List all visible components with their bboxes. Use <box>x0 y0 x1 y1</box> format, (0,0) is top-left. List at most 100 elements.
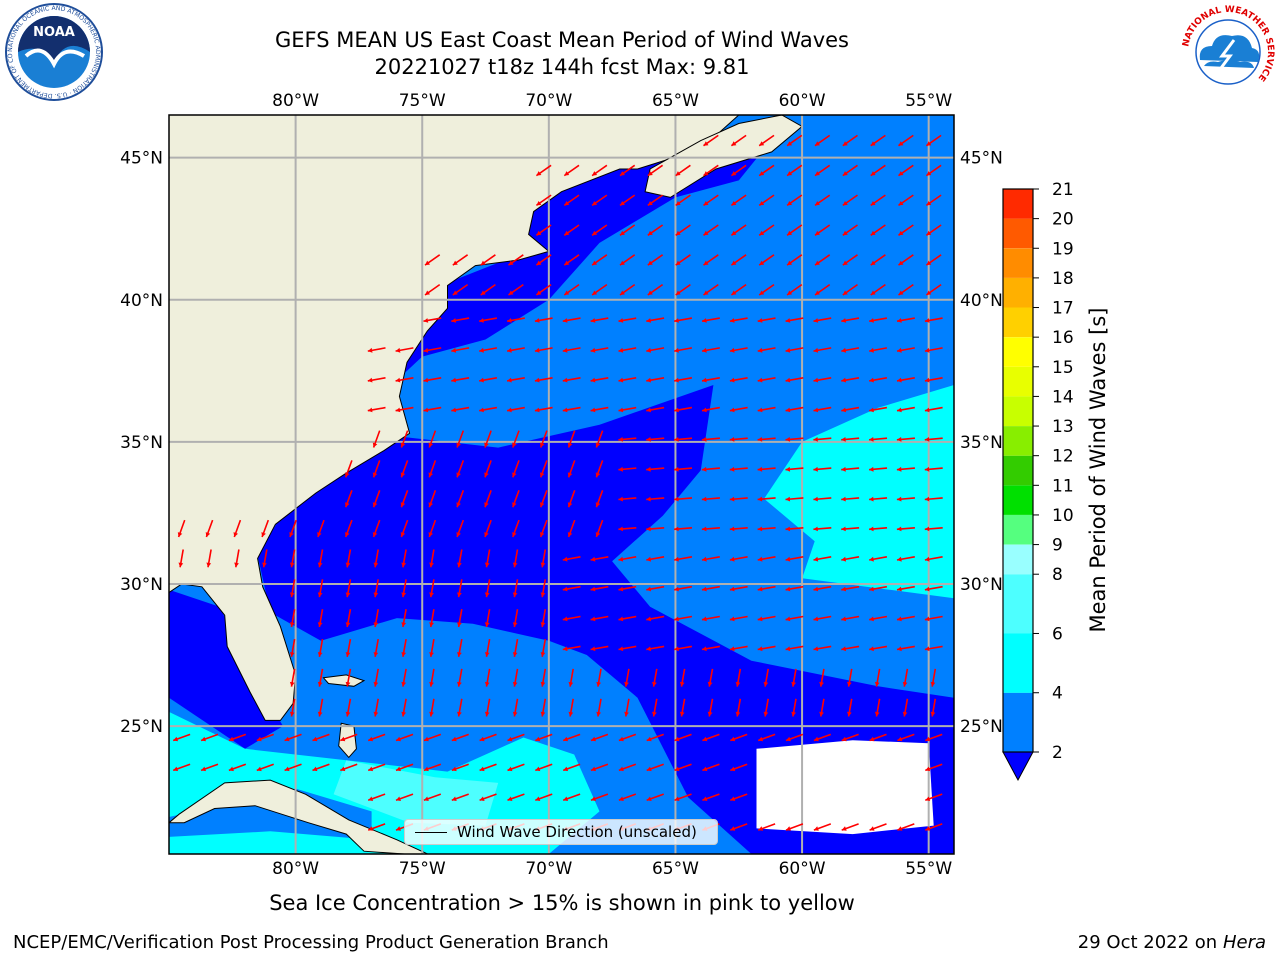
wind-arrow <box>540 698 547 717</box>
wind-arrow <box>567 490 576 508</box>
wind-arrow <box>451 377 470 383</box>
wind-arrow <box>562 406 581 413</box>
wind-arrow <box>786 283 803 296</box>
wind-arrow <box>367 823 386 831</box>
colorbar-segment <box>1003 337 1033 367</box>
wind-arrow <box>540 668 547 687</box>
lat-tick-label-left: 45°N <box>120 149 163 169</box>
wind-arrow <box>896 347 915 353</box>
colorbar-segment <box>1003 574 1033 634</box>
wind-arrow <box>484 430 492 448</box>
wind-arrow <box>535 224 552 236</box>
wind-arrow <box>869 466 888 472</box>
wind-arrow <box>902 668 909 687</box>
wind-arrow <box>590 317 609 323</box>
wind-arrow <box>758 194 775 207</box>
wind-arrow <box>647 283 664 296</box>
wind-arrow <box>540 549 547 568</box>
wind-arrow <box>679 698 686 717</box>
wind-arrow <box>674 317 693 323</box>
wind-arrow <box>813 347 832 353</box>
colorbar-segment <box>1003 633 1033 693</box>
wind-arrow <box>701 496 720 502</box>
map-frame <box>168 114 955 855</box>
wind-arrow <box>289 638 296 657</box>
wind-arrow <box>675 283 691 296</box>
land-grand-bahama <box>322 674 366 687</box>
wind-arrow <box>785 377 804 383</box>
wind-arrow <box>701 437 720 442</box>
wind-arrow <box>619 224 636 236</box>
wind-arrow <box>729 347 748 353</box>
wind-arrow <box>317 698 324 717</box>
wind-arrow <box>763 668 769 687</box>
wind-arrow <box>703 164 719 177</box>
wind-arrow <box>674 437 693 442</box>
wind-arrow <box>395 347 414 353</box>
wind-arrow <box>618 347 637 353</box>
wind-arrow <box>786 224 803 236</box>
wind-arrow <box>317 549 324 568</box>
wind-arrow <box>372 490 381 508</box>
wind-arrow <box>401 609 407 628</box>
wind-arrow <box>344 460 353 478</box>
wind-arrow <box>534 317 553 323</box>
wind-arrow <box>701 406 720 413</box>
wind-arrow <box>674 526 693 532</box>
wind-arrow <box>456 490 465 508</box>
wind-arrow <box>674 406 693 413</box>
wind-arrow <box>898 164 914 177</box>
wind-arrow <box>595 519 604 538</box>
wind-arrow <box>345 579 352 598</box>
wind-arrow <box>540 579 547 598</box>
wind-arrow <box>539 430 548 448</box>
wind-arrow <box>646 377 665 383</box>
map-title: GEFS MEAN US East Coast Mean Period of W… <box>275 28 849 52</box>
wind-arrow <box>562 645 581 652</box>
wind-arrow <box>317 579 324 598</box>
wind-arrow <box>647 194 664 207</box>
colorbar-tick-label: 8 <box>1052 565 1063 585</box>
wind-arrow <box>870 134 886 147</box>
wind-arrow <box>841 615 860 622</box>
wind-arrow <box>206 549 212 568</box>
wind-arrow <box>618 733 637 742</box>
wind-arrow <box>813 406 832 413</box>
wind-arrow <box>590 556 609 562</box>
wind-arrow <box>457 579 463 598</box>
wind-arrow <box>395 733 414 742</box>
wind-arrow <box>646 466 665 472</box>
wind-arrow <box>619 194 636 207</box>
colorbar-segment <box>1003 248 1033 278</box>
wind-arrow <box>785 645 804 652</box>
wind-arrow <box>479 377 498 383</box>
colorbar-tick-label: 16 <box>1052 328 1074 348</box>
wind-arrow <box>423 793 442 801</box>
wind-arrow <box>902 698 909 717</box>
wind-arrow <box>340 763 358 772</box>
wind-arrow <box>647 224 664 236</box>
wind-arrow <box>595 460 604 478</box>
wind-arrow <box>484 519 492 538</box>
wind-arrow <box>534 406 553 413</box>
wind-arrow <box>508 254 524 266</box>
wind-arrow <box>591 194 608 207</box>
wind-arrow <box>429 668 435 687</box>
wind-arrow <box>256 763 274 772</box>
wind-arrow <box>896 615 915 622</box>
wind-arrow <box>841 733 859 742</box>
wind-arrow <box>729 526 748 532</box>
forecast-subtitle: 20221027 t18z 144h fcst Max: 9.81 <box>374 55 750 79</box>
wind-arrow <box>870 164 886 177</box>
wind-arrow <box>674 585 693 592</box>
wind-arrow <box>618 437 637 442</box>
wind-arrow <box>924 615 943 622</box>
wind-arrow <box>451 733 469 742</box>
wind-arrow <box>674 645 693 652</box>
wind-arrow <box>925 164 942 177</box>
wind-arrow <box>701 526 720 532</box>
wind-arrow <box>869 526 888 532</box>
wind-arrow <box>367 793 386 801</box>
wind-arrow <box>539 519 548 538</box>
wind-arrow <box>177 519 186 538</box>
